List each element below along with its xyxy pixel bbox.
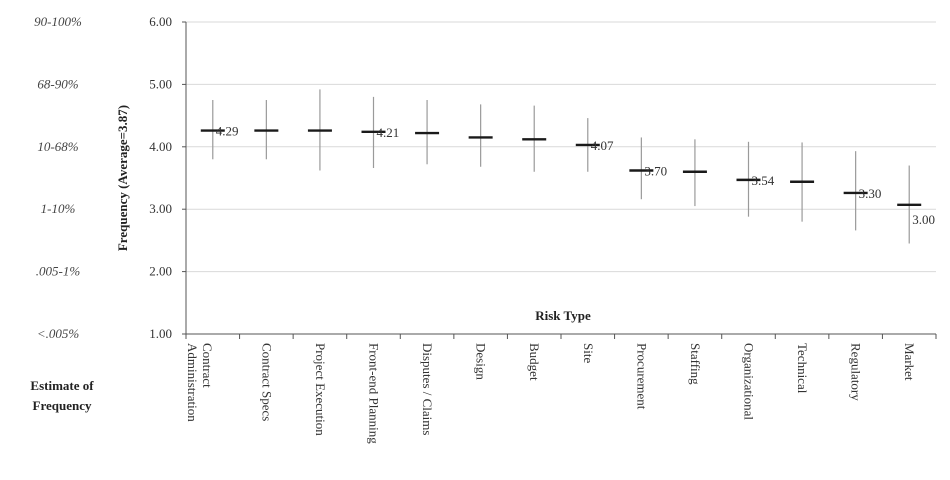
category-label: Project Execution (313, 343, 328, 436)
category-label: Organizational (742, 343, 757, 420)
y-tick-label: 4.00 (149, 139, 172, 154)
category-label: Staffing (688, 343, 703, 385)
data-label: 3.30 (859, 186, 882, 201)
y-tick-label: 5.00 (149, 76, 172, 91)
frequency-band-label: .005-1% (36, 264, 81, 279)
frequency-band-label: 68-90% (37, 76, 78, 91)
category-label: ContractAdministration (185, 343, 215, 422)
axes (182, 21, 937, 339)
y-tick-label: 2.00 (149, 264, 172, 279)
category-label: Procurement (634, 343, 649, 410)
category-label: Design (474, 343, 489, 380)
frequency-band-label: <.005% (37, 326, 80, 341)
y-tick-label: 3.00 (149, 201, 172, 216)
gridlines (186, 21, 936, 273)
data-label: 4.21 (377, 125, 400, 140)
frequency-band-labels: <.005% .005-1% 1-10% 10-68% 68-90% 90-100% (34, 14, 82, 341)
data-label: 3.00 (912, 212, 935, 227)
frequency-band-label: 1-10% (41, 201, 76, 216)
frequency-estimate-title-line2: Frequency (33, 398, 92, 413)
frequency-band-label: 90-100% (34, 14, 82, 29)
category-label: Disputes / Claims (420, 343, 435, 435)
frequency-estimate-title-line1: Estimate of (30, 378, 94, 393)
data-label: 3.54 (752, 173, 775, 188)
frequency-band-label: 10-68% (37, 139, 78, 154)
data-labels: 4.29 4.21 4.07 3.70 3.54 3.30 3.00 (216, 124, 935, 227)
category-label: Front-end Planning (367, 343, 382, 444)
category-label: Contract Specs (259, 343, 274, 421)
category-label: Site (581, 343, 596, 363)
category-label: Regulatory (849, 343, 864, 401)
category-label: Budget (527, 343, 542, 381)
category-labels: ContractAdministration Contract Specs Proj… (185, 343, 917, 444)
data-label: 4.29 (216, 124, 239, 139)
data-label: 4.07 (591, 138, 614, 153)
y-tick-label: 1.00 (149, 326, 172, 341)
category-label: Market (902, 343, 917, 381)
x-axis-title: Risk Type (535, 308, 591, 323)
y-tick-labels: 1.00 2.00 3.00 4.00 5.00 6.00 (149, 14, 172, 341)
data-label: 3.70 (644, 164, 667, 179)
mean-markers (200, 129, 922, 207)
y-axis-title: Frequency (Average=3.87) (115, 105, 130, 251)
error-bars (212, 89, 910, 244)
y-tick-label: 6.00 (149, 14, 172, 29)
category-label: Technical (795, 343, 810, 394)
